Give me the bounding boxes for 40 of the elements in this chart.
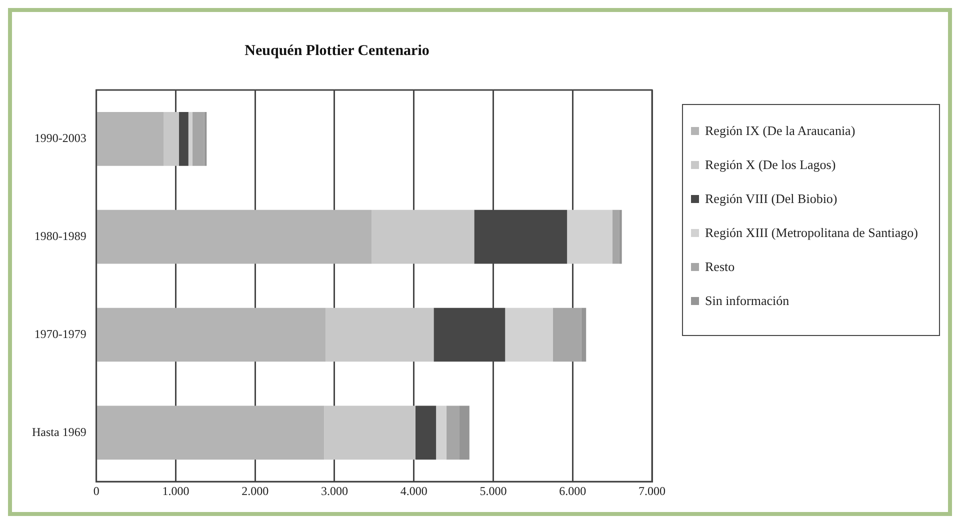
- bar: [178, 112, 188, 166]
- x-tick-label: 4.000: [400, 484, 428, 498]
- y-tick-label: Hasta 1969: [32, 424, 86, 439]
- bar: [97, 112, 164, 166]
- bar: [567, 210, 612, 264]
- legend-label: Resto: [705, 259, 735, 275]
- bar: [326, 308, 434, 362]
- bar: [97, 406, 324, 460]
- bar: [505, 308, 553, 362]
- x-tick-label: 1.000: [162, 484, 190, 498]
- bar: [459, 406, 470, 460]
- bar: [581, 308, 586, 362]
- bar: [415, 406, 436, 460]
- bar: [164, 112, 179, 166]
- bar: [612, 210, 620, 264]
- x-tick-label: 5.000: [480, 484, 507, 498]
- bar: [97, 210, 372, 264]
- x-tick-label: 7.000: [638, 484, 666, 498]
- y-tick-label: 1970-1979: [34, 326, 86, 341]
- bar: [552, 308, 582, 362]
- bar: [324, 406, 416, 460]
- legend-label: Región X (De los Lagos): [705, 157, 836, 173]
- legend-label: Sin información: [705, 293, 790, 309]
- legend-label: Región VIII (Del Biobio): [705, 191, 838, 207]
- x-tick-label: 6.000: [559, 484, 586, 498]
- bar: [192, 112, 204, 166]
- y-tick-label: 1990-2003: [34, 131, 86, 146]
- legend-label: Región XIII (Metropolitana de Santiago): [705, 225, 918, 241]
- legend-label: Región IX (De la Araucania): [705, 123, 856, 139]
- bar: [372, 210, 474, 264]
- x-tick-label: 3.000: [320, 484, 348, 498]
- bar: [446, 406, 460, 460]
- bar: [97, 308, 326, 362]
- x-tick-label: 2.000: [242, 484, 269, 498]
- bar: [619, 210, 622, 264]
- chart-title: Neuquén Plottier Centenario: [244, 42, 430, 59]
- bar: [436, 406, 446, 460]
- x-tick-label: 0: [93, 484, 100, 498]
- bar: [188, 112, 192, 166]
- y-tick-label: 1980-1989: [34, 229, 86, 244]
